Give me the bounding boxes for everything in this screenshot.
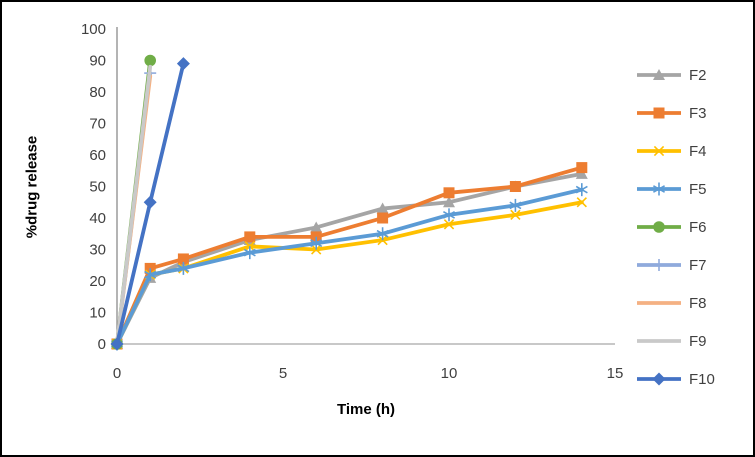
series-F9-line xyxy=(115,64,153,346)
y-tick-label: 30 xyxy=(89,242,106,259)
legend-label-F8: F8 xyxy=(689,294,707,312)
marker-asterisk xyxy=(310,236,323,250)
legend-key-F2 xyxy=(637,69,681,80)
legend-item-F9: F9 xyxy=(636,322,748,360)
marker-square xyxy=(576,162,588,174)
marker-x xyxy=(510,209,521,221)
legend-label-F9: F9 xyxy=(689,332,707,350)
y-axis-title: %drug release xyxy=(23,135,41,239)
marker-triangle xyxy=(443,196,455,208)
legend-label-F10: F10 xyxy=(689,370,715,388)
marker-diamond xyxy=(176,57,190,71)
legend-key-F9 xyxy=(637,339,681,343)
marker-diamond xyxy=(652,372,666,386)
marker-square xyxy=(177,253,189,265)
marker-asterisk xyxy=(243,246,256,260)
marker-square xyxy=(653,107,665,119)
marker-square xyxy=(377,212,389,224)
legend-key-F6 xyxy=(637,221,681,233)
legend-label-F6: F6 xyxy=(689,218,707,236)
y-tick-label: 40 xyxy=(89,210,106,227)
y-tick-label: 10 xyxy=(89,305,106,322)
legend-label-F4: F4 xyxy=(689,142,707,160)
x-axis-title: Time (h) xyxy=(336,401,396,418)
legend-key-F10 xyxy=(637,372,681,386)
marker-asterisk xyxy=(144,268,157,282)
legend-item-F8: F8 xyxy=(636,284,748,322)
marker-x xyxy=(576,197,587,208)
marker-x xyxy=(443,219,455,230)
marker-asterisk xyxy=(509,198,522,212)
marker-plus xyxy=(653,259,665,271)
marker-triangle xyxy=(310,221,323,233)
legend-item-F4: F4 xyxy=(636,132,748,170)
legend-key-F7 xyxy=(637,259,681,271)
y-tick-label: 0 xyxy=(98,336,106,353)
legend-key-F3 xyxy=(637,107,681,119)
marker-square xyxy=(244,231,256,243)
marker-circle xyxy=(653,221,665,233)
marker-asterisk xyxy=(177,261,190,275)
legend-item-F10: F10 xyxy=(636,360,748,398)
y-tick-label: 50 xyxy=(89,179,106,196)
legend: F2 F3 F4 F5 F6 F7 F8 F9 F10 xyxy=(636,56,748,398)
series-F3 xyxy=(111,162,588,350)
marker-asterisk xyxy=(653,182,665,196)
legend-label-F2: F2 xyxy=(689,66,707,84)
legend-key-F4 xyxy=(637,145,681,157)
x-tick-label: 0 xyxy=(113,365,121,382)
legend-item-F5: F5 xyxy=(636,170,748,208)
x-tick-label: 15 xyxy=(607,365,624,382)
legend-label-F5: F5 xyxy=(689,180,707,198)
marker-square xyxy=(509,181,521,192)
marker-triangle xyxy=(575,167,588,179)
x-tick-label: 10 xyxy=(441,365,458,382)
legend-key-F8 xyxy=(637,301,681,305)
legend-label-F3: F3 xyxy=(689,104,707,122)
marker-diamond xyxy=(143,195,157,209)
marker-x xyxy=(653,145,665,157)
y-tick-label: 90 xyxy=(89,53,106,70)
marker-asterisk xyxy=(575,183,588,197)
series-F4-line xyxy=(115,200,584,346)
x-tick-label: 5 xyxy=(279,365,287,382)
marker-triangle xyxy=(653,69,665,80)
y-tick-label: 100 xyxy=(81,21,106,38)
y-tick-label: 80 xyxy=(89,84,106,101)
marker-asterisk xyxy=(443,208,455,222)
series-F9 xyxy=(115,64,153,346)
legend-item-F7: F7 xyxy=(636,246,748,284)
y-tick-label: 70 xyxy=(89,116,106,133)
legend-item-F3: F3 xyxy=(636,94,748,132)
marker-circle xyxy=(144,54,156,67)
y-tick-label: 60 xyxy=(89,147,106,164)
legend-item-F2: F2 xyxy=(636,56,748,94)
legend-label-F7: F7 xyxy=(689,256,707,274)
legend-item-F6: F6 xyxy=(636,208,748,246)
marker-triangle xyxy=(376,202,389,214)
marker-diamond xyxy=(110,337,124,351)
series-F5 xyxy=(111,183,588,351)
series-F10 xyxy=(110,57,190,351)
marker-asterisk xyxy=(376,227,389,241)
marker-square xyxy=(443,187,455,199)
legend-key-F5 xyxy=(637,182,681,196)
y-tick-label: 20 xyxy=(89,273,106,290)
